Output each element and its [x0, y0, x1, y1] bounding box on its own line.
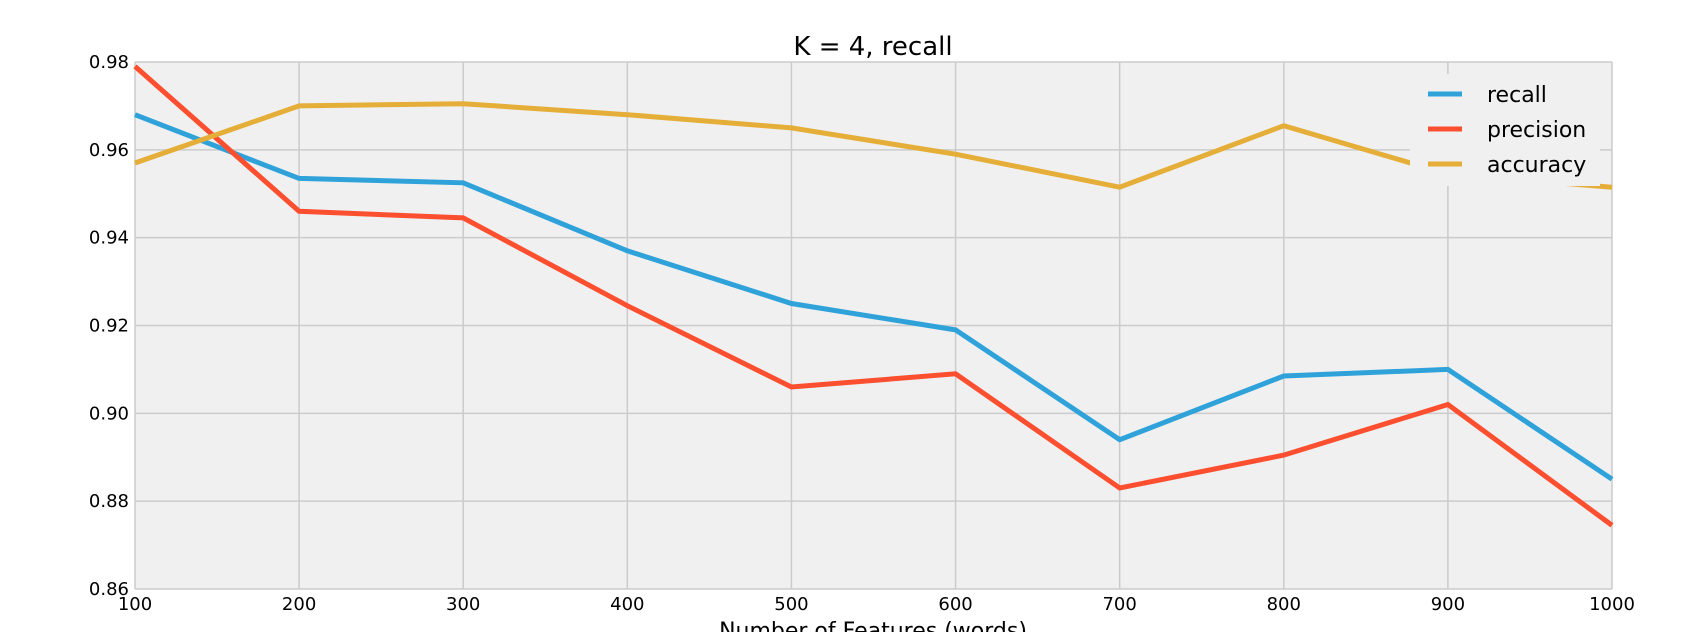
- y-tick-label: 0.98: [89, 52, 129, 73]
- y-tick-label: 0.92: [89, 316, 129, 337]
- y-tick-label: 0.88: [89, 491, 129, 512]
- x-tick-label: 200: [282, 594, 316, 615]
- x-tick-label: 300: [446, 594, 480, 615]
- x-tick-label: 900: [1431, 594, 1465, 615]
- tick-labels: 100 200 300 400 500 600 700 800 900 1000 0.86 0.88 0…: [89, 52, 1635, 615]
- x-tick-label: 600: [938, 594, 972, 615]
- series-line-accuracy: [134, 101, 1613, 190]
- chart-title: K = 4, recall: [793, 32, 952, 62]
- y-tick-label: 0.90: [89, 403, 129, 424]
- x-tick-label: 800: [1267, 594, 1301, 615]
- legend-label-recall: recall: [1487, 83, 1547, 108]
- x-tick-label: 700: [1102, 594, 1136, 615]
- series-line-precision: [133, 64, 1614, 528]
- y-tick-label: 0.94: [89, 228, 129, 249]
- legend: recall precision accuracy: [1410, 74, 1600, 186]
- x-tick-label: 400: [610, 594, 644, 615]
- x-tick-label: 100: [118, 594, 152, 615]
- series-line-recall: [134, 112, 1614, 482]
- legend-label-accuracy: accuracy: [1487, 153, 1586, 178]
- y-tick-label: 0.86: [89, 579, 129, 600]
- x-tick-label: 500: [774, 594, 808, 615]
- y-tick-label: 0.96: [89, 140, 129, 161]
- x-axis-label: Number of Features (words): [719, 619, 1027, 632]
- legend-label-precision: precision: [1487, 118, 1586, 143]
- series-lines: [133, 64, 1614, 528]
- x-tick-label: 1000: [1589, 594, 1635, 615]
